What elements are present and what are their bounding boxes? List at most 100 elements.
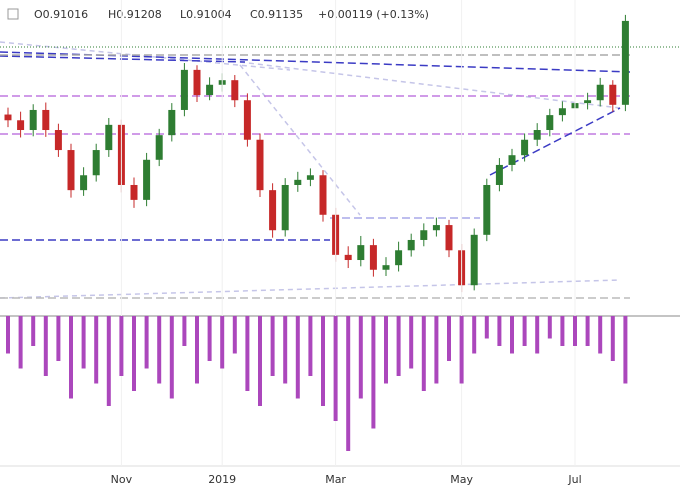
indicator-bar: [195, 316, 199, 384]
candle-body: [17, 120, 25, 131]
candle-body: [382, 265, 390, 270]
readout-low: L0.91004: [180, 8, 232, 21]
indicator-bar: [81, 316, 86, 369]
candle-body: [596, 84, 604, 101]
x-tick-label: 2019: [208, 473, 236, 486]
candle-body: [445, 225, 453, 251]
candle-body: [621, 20, 629, 105]
candle-body: [483, 184, 491, 235]
candle-body: [319, 175, 327, 215]
x-tick-label: Nov: [111, 473, 133, 486]
candle-body: [470, 234, 478, 286]
candle-body: [558, 108, 566, 116]
indicator-bar: [106, 316, 111, 406]
readout-change: +0.00119 (+0.13%): [318, 8, 429, 21]
candle-body: [521, 139, 529, 156]
candle-body: [105, 124, 113, 151]
indicator-bar: [283, 316, 288, 384]
indicator-bar: [308, 316, 313, 376]
indicator-bar: [371, 316, 376, 429]
indicator-bar: [421, 316, 426, 391]
candle-body: [243, 100, 251, 140]
candle-body: [42, 109, 50, 131]
indicator-bar: [144, 316, 149, 369]
indicator-bar: [535, 316, 540, 354]
candle-body: [344, 254, 352, 261]
indicator-bar: [69, 316, 73, 399]
candle-body: [369, 245, 377, 270]
indicator-bar: [18, 316, 23, 369]
indicator-bar: [220, 316, 225, 369]
indicator-bar: [409, 316, 414, 369]
indicator-bar: [333, 316, 338, 421]
candle-body: [54, 130, 62, 151]
indicator-bar: [472, 316, 477, 354]
candle-body: [256, 139, 264, 191]
indicator-bar: [510, 316, 514, 354]
indicator-bar: [434, 316, 439, 384]
indicator-bar: [585, 316, 590, 346]
candle-body: [432, 225, 440, 231]
indicator-bar: [132, 316, 136, 391]
candle-body: [29, 109, 37, 131]
trend-line: [0, 55, 246, 63]
candle-body: [508, 155, 516, 165]
indicator-bar: [43, 316, 48, 376]
readout-high: H0.91208: [108, 8, 162, 21]
indicator-bar: [182, 316, 187, 346]
indicator-bar: [56, 316, 61, 361]
indicator-bar: [358, 316, 363, 399]
indicator-bar: [560, 316, 565, 346]
candle-body: [269, 190, 277, 231]
x-tick-label: Mar: [325, 473, 346, 486]
readout-open: O0.91016: [34, 8, 88, 21]
indicator-bar: [447, 316, 451, 361]
indicator-bar: [573, 316, 577, 346]
trend-line: [0, 279, 621, 299]
readout: O0.91016 H0.91208 L0.91004 C0.91135 +0.0…: [7, 8, 429, 21]
indicator-bar: [497, 316, 502, 346]
trend-line: [239, 61, 621, 109]
readout-close: C0.91135: [250, 8, 303, 21]
indicator-bar: [119, 316, 124, 376]
indicator-bar: [157, 316, 162, 384]
indicator-bar: [459, 316, 464, 384]
indicator-bar: [522, 316, 527, 346]
candle-body: [420, 230, 428, 240]
indicator-bar: [295, 316, 300, 399]
indicator-bar: [232, 316, 237, 354]
candle-body: [281, 184, 289, 231]
candle-body: [92, 150, 100, 176]
annotation-lines: [0, 41, 680, 299]
indicator-bar: [6, 316, 10, 354]
candle-body: [180, 69, 188, 110]
indicator-bar: [270, 316, 275, 376]
indicator-bar: [598, 316, 603, 354]
candle-body: [495, 164, 503, 185]
candle-body: [407, 239, 415, 251]
trend-line: [0, 51, 631, 73]
candle-body: [306, 175, 314, 180]
indicator-bar: [31, 316, 36, 346]
candle-body: [80, 175, 88, 191]
indicator-bar: [245, 316, 250, 391]
indicator-bar: [484, 316, 489, 339]
indicator-bar: [346, 316, 351, 451]
indicator-bar: [547, 316, 552, 339]
indicator-bar: [384, 316, 388, 384]
candle-body: [4, 114, 12, 121]
candle-body: [130, 184, 138, 200]
candle-body: [546, 115, 554, 131]
indicator-bar: [169, 316, 174, 399]
candle-body: [206, 84, 214, 96]
indicator-bar: [610, 316, 615, 361]
indicator-bar: [258, 316, 262, 406]
candle-body: [155, 135, 163, 160]
x-tick-label: May: [450, 473, 473, 486]
indicator-bar: [207, 316, 212, 361]
candle-body: [609, 84, 617, 105]
candle-body: [143, 159, 151, 200]
candle-body: [193, 69, 201, 96]
